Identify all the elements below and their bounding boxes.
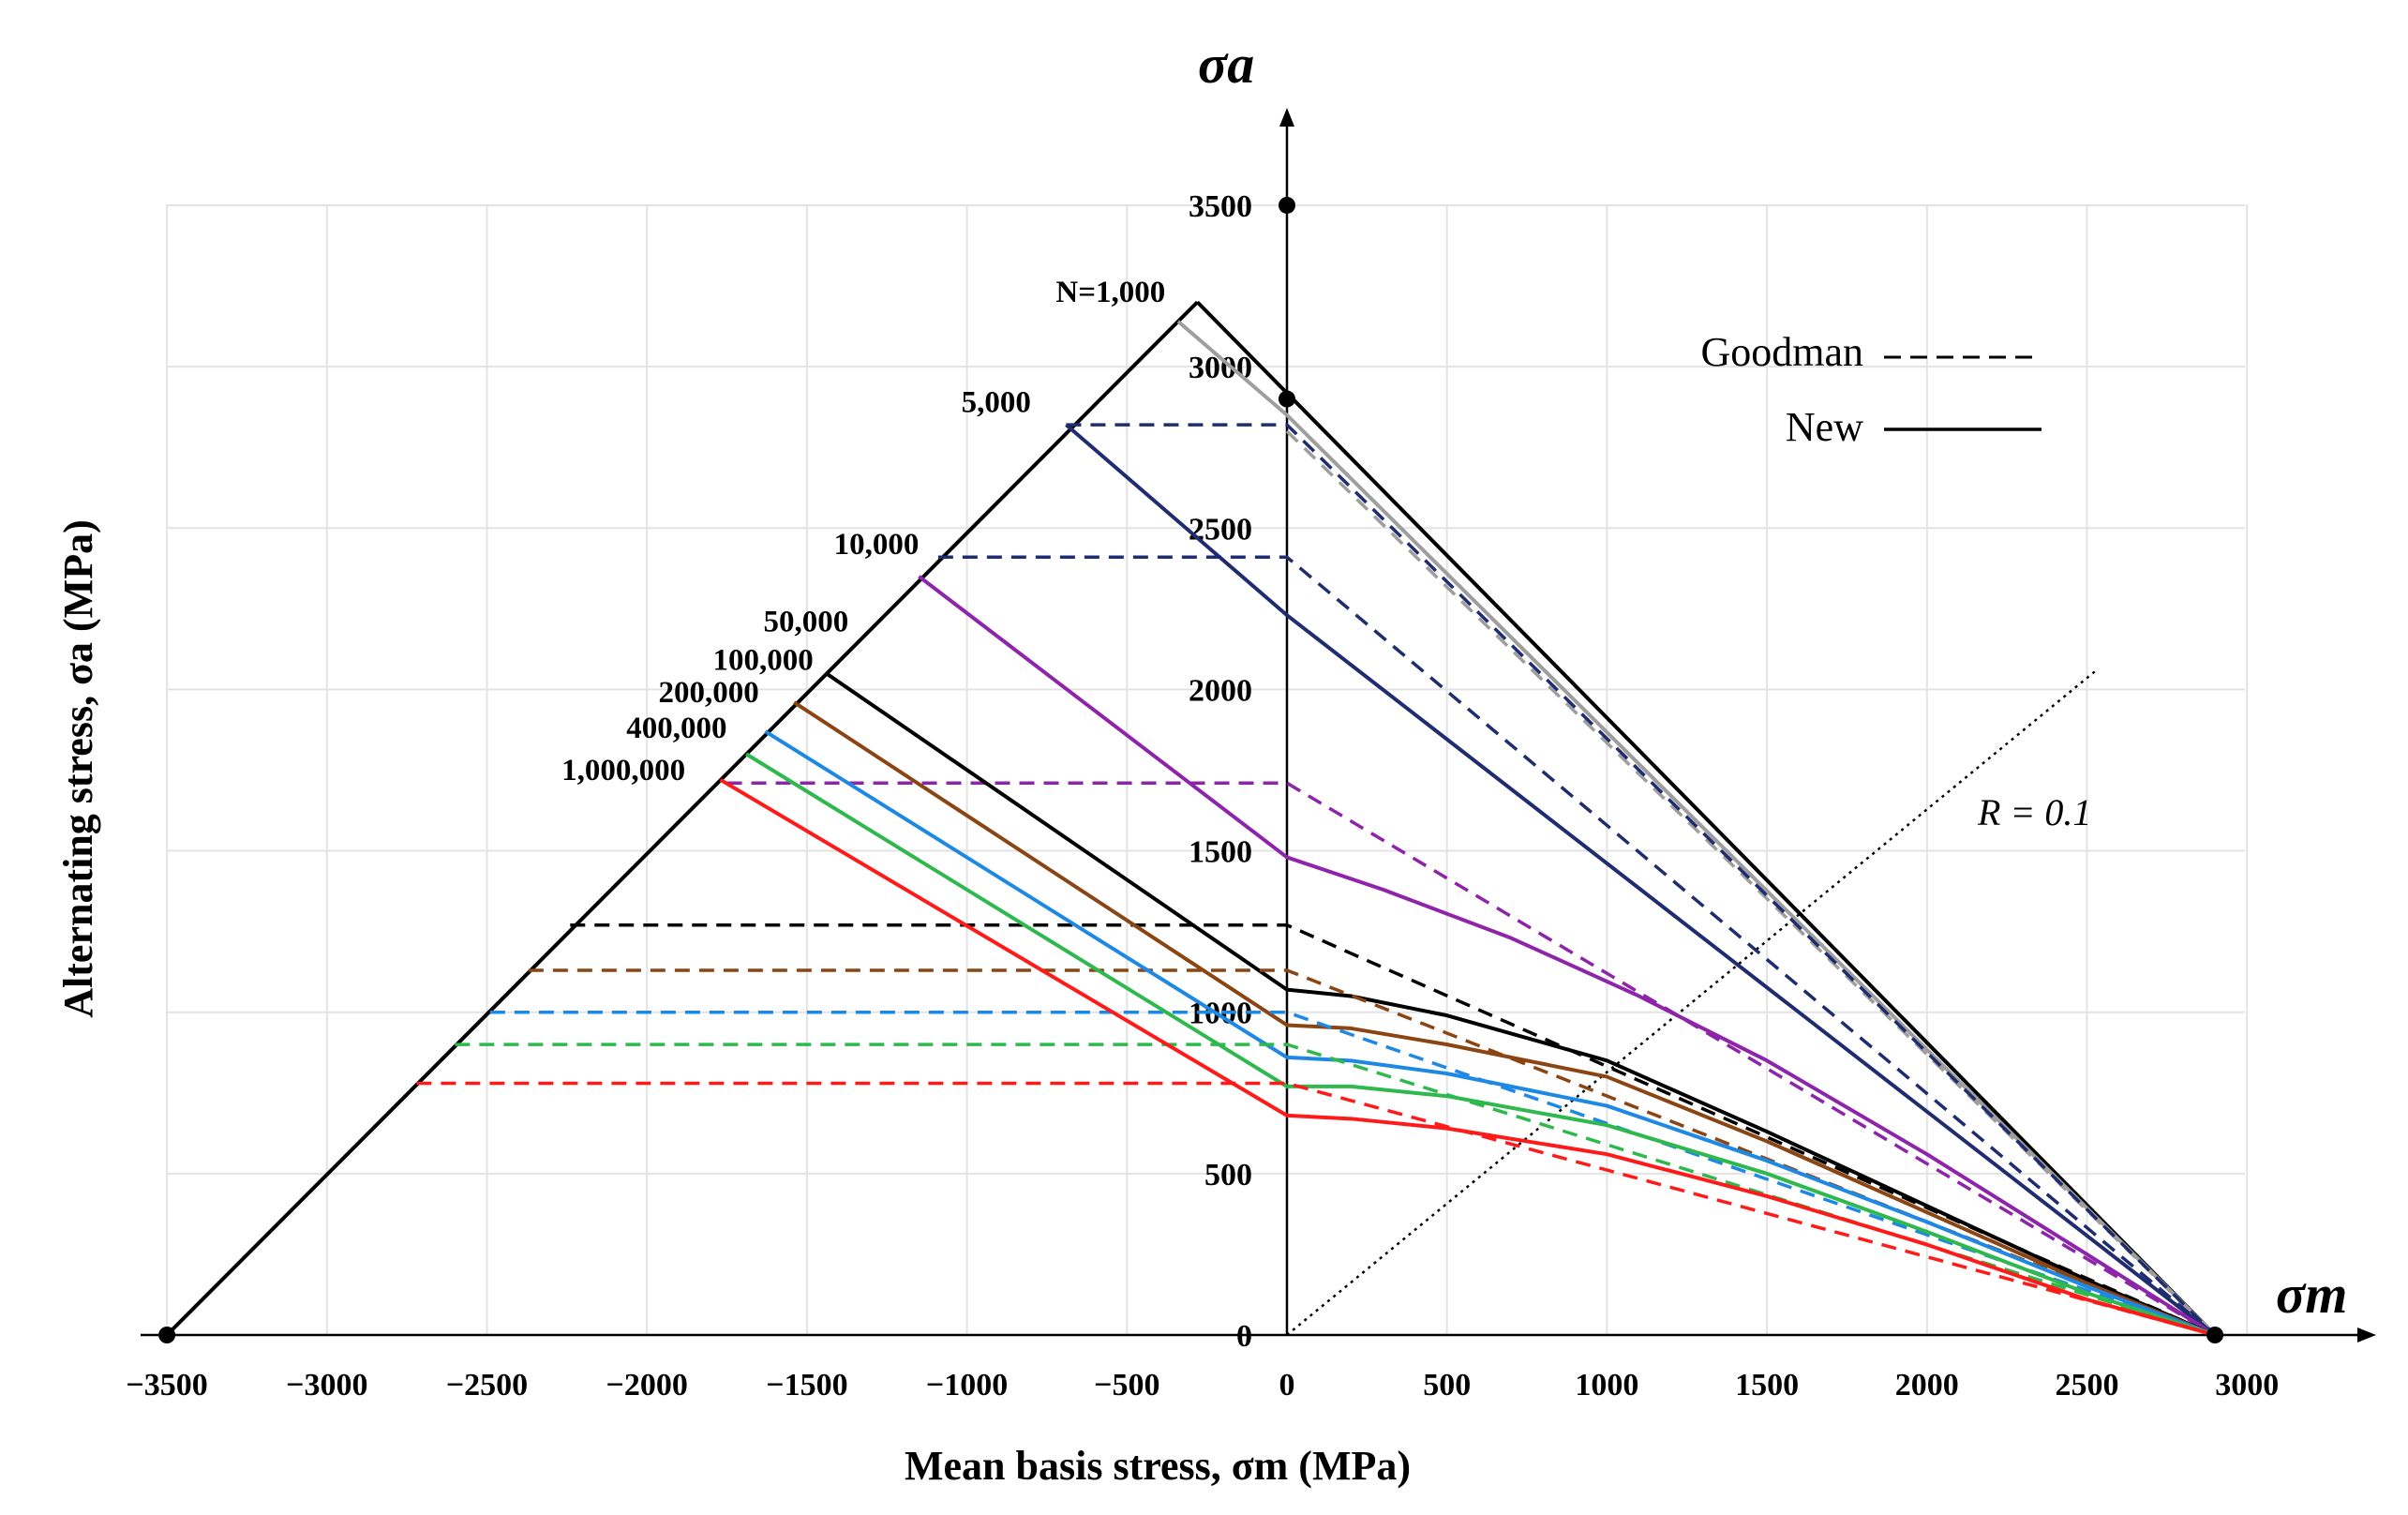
goodman-series-line	[937, 555, 2217, 1337]
r-ratio-annotation: R = 0.1	[1977, 791, 2091, 833]
x-tick-label: 2500	[2056, 1368, 2119, 1402]
goodman-series-line	[570, 922, 2216, 1337]
cycle-label: N=1,000	[1055, 276, 1165, 309]
new-series-line	[825, 671, 2216, 1337]
legend: Goodman New	[1700, 329, 2042, 450]
goodman-series-line	[489, 1010, 2216, 1337]
cycle-label: 100,000	[712, 644, 813, 678]
x-tick-label: −1000	[926, 1368, 1008, 1402]
x-axis-arrow	[2357, 1328, 2376, 1342]
y-tick-label: 2500	[1189, 512, 1252, 547]
marker-dot	[2206, 1327, 2224, 1343]
cycle-label: 50,000	[764, 605, 849, 638]
x-axis-title: Mean basis stress, σm (MPa)	[905, 1443, 1411, 1489]
legend-label-goodman: Goodman	[1700, 329, 1863, 375]
x-tick-label: −3000	[286, 1368, 367, 1402]
goodman-series-line	[1066, 423, 2217, 1337]
new-series-line	[764, 729, 2216, 1337]
marker-points	[158, 196, 2224, 1343]
x-tick-label: 1000	[1575, 1368, 1638, 1402]
new-series-line	[744, 752, 2216, 1337]
x-tick-label: −500	[1094, 1368, 1159, 1402]
new-series-line	[1065, 423, 2217, 1337]
r-ratio-line	[1286, 668, 2098, 1336]
y-tick-label: 500	[1204, 1158, 1252, 1192]
tensile-limit	[1195, 300, 2217, 1337]
cycle-label: 5,000	[962, 385, 1031, 419]
cycle-labels: N=1,000 5,000 10,000 50,000 100,000200,00040…	[561, 276, 1165, 788]
y-axis-symbol: σa	[1198, 34, 1254, 95]
new-series-line	[793, 700, 2216, 1337]
marker-dot	[158, 1327, 176, 1343]
x-tick-label: 2000	[1895, 1368, 1959, 1402]
marker-dot	[1279, 196, 1295, 214]
x-tick-label: −2500	[446, 1368, 528, 1402]
x-tick-label: −3500	[126, 1368, 207, 1402]
goodman-series-line	[416, 1081, 2216, 1337]
series-lines	[165, 300, 2217, 1337]
cycle-label: 200,000	[658, 676, 758, 710]
new-series-line	[918, 575, 2217, 1337]
y-axis-arrow	[1279, 108, 1294, 127]
x-tick-label: −2000	[606, 1368, 688, 1402]
y-axis-title: Alternating stress, σa (MPa)	[55, 519, 101, 1017]
new-series-line	[719, 778, 2216, 1337]
x-tick-label: 1500	[1735, 1368, 1799, 1402]
goodman-series-line	[726, 781, 2216, 1337]
new-series-line	[1176, 320, 2217, 1337]
goodman-series-line	[455, 1042, 2216, 1337]
x-tick-label: −1500	[766, 1368, 847, 1402]
cycle-label: 10,000	[834, 528, 920, 562]
x-tick-label: 3000	[2215, 1368, 2279, 1402]
x-tick-label: 500	[1423, 1368, 1471, 1402]
cycle-label: 1,000,000	[561, 754, 685, 788]
x-tick-label: 0	[1279, 1368, 1295, 1402]
x-axis-symbol: σm	[2276, 1264, 2347, 1325]
goodman-series-line	[528, 968, 2216, 1337]
y-tick-label: 2000	[1189, 673, 1252, 708]
legend-label-new: New	[1786, 404, 1863, 450]
marker-dot	[1279, 390, 1295, 408]
compressive-limit	[165, 300, 1199, 1337]
cycle-label: 400,000	[626, 712, 726, 745]
y-tick-label: 3500	[1189, 189, 1252, 224]
y-tick-label: 1500	[1189, 835, 1252, 870]
y-tick-label: 0	[1236, 1319, 1252, 1354]
axes	[141, 108, 2376, 1342]
